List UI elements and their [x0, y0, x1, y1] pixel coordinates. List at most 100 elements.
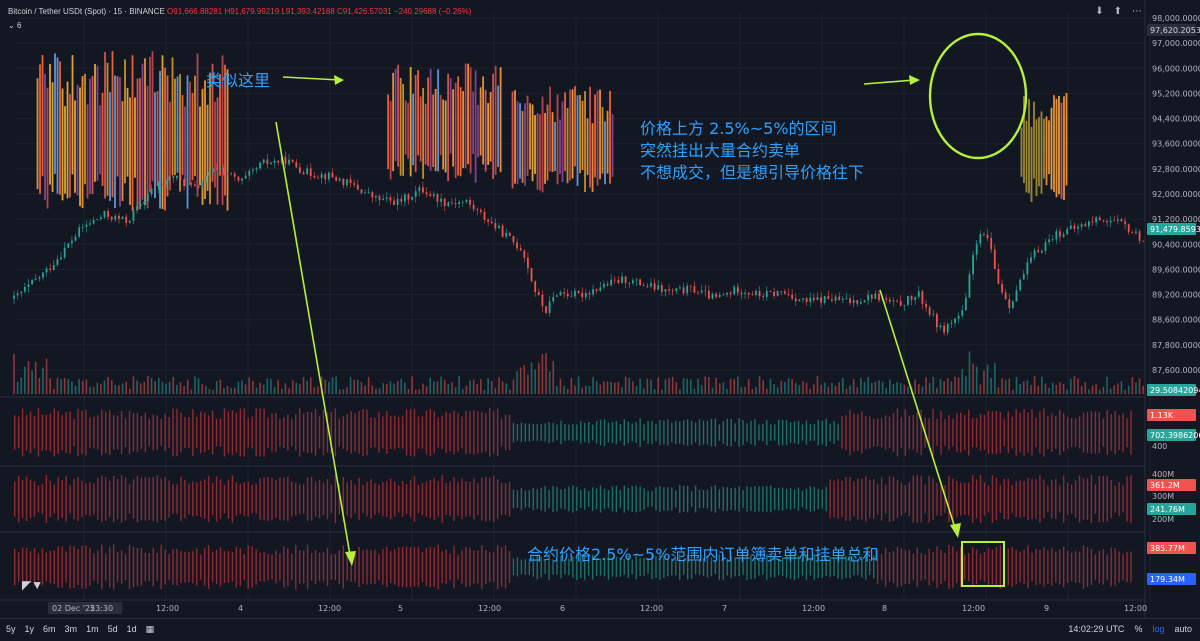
percent-toggle[interactable]: %	[1134, 624, 1143, 634]
pane-1-area-bar	[397, 416, 400, 449]
ask-wall-bar	[492, 73, 495, 180]
ask-wall-bar	[36, 78, 39, 190]
range-5d[interactable]: 5d	[107, 624, 118, 634]
pane-2-area-bar	[291, 481, 293, 517]
range-6m[interactable]: 6m	[43, 624, 56, 634]
range-1y[interactable]: 1y	[24, 624, 35, 634]
candle-body	[143, 201, 146, 205]
pane-3-area-bar	[785, 556, 788, 578]
pane-3-area-bar	[849, 555, 851, 579]
volume-bar	[1062, 384, 1065, 394]
pane-3-area-bar	[421, 551, 424, 583]
volume-bar	[845, 388, 848, 394]
pane-1-area-bar	[77, 408, 79, 457]
candle-body	[306, 168, 309, 175]
candle-body	[664, 289, 667, 292]
pane-3-area-bar	[718, 554, 721, 580]
candle-body	[907, 295, 909, 306]
pane-2-area-bar	[516, 490, 519, 508]
pane-2-area-bar	[33, 481, 36, 517]
pane-1-area-bar	[869, 416, 871, 449]
range-1d[interactable]: 1d	[126, 624, 137, 634]
candle-body	[237, 176, 240, 181]
pane-2-area-bar	[1003, 478, 1006, 520]
candle-body	[838, 296, 841, 300]
symbol-title[interactable]: Bitcoin / Tether USDt (Spot) · 15 · BINA…	[8, 7, 165, 16]
pane-2-area-bar	[425, 481, 428, 517]
pane-2-area-bar	[1055, 478, 1057, 520]
candle-body	[516, 242, 518, 249]
pane-3-area-bar	[33, 548, 36, 586]
calendar-icon[interactable]: ▦	[145, 624, 155, 634]
range-5y[interactable]: 5y	[6, 624, 16, 634]
candle-body	[230, 173, 233, 175]
pane-1-area-bar	[500, 418, 503, 447]
candle-body	[1127, 224, 1130, 233]
candle-body	[755, 291, 757, 295]
candle-body	[490, 221, 493, 224]
volume-bar	[349, 377, 352, 394]
more-icon[interactable]: ⋯	[1132, 6, 1142, 17]
pane-1-area-bar	[1003, 418, 1006, 447]
pane-2-area-bar	[508, 481, 511, 517]
candle-body	[541, 294, 544, 307]
arrow-wall-line	[863, 79, 916, 85]
volume-bar	[740, 387, 743, 394]
volume-bar	[1012, 389, 1014, 394]
pane-2-area-bar	[417, 484, 420, 514]
indicator-count[interactable]: ⌄ 6	[8, 21, 21, 30]
range-3m[interactable]: 3m	[64, 624, 78, 634]
pane-2-area-bar	[651, 491, 653, 507]
volume-bar	[16, 381, 19, 394]
candle-body	[660, 285, 663, 292]
pane-3-area-bar	[207, 545, 210, 589]
candle-body	[718, 294, 721, 297]
candle-body	[161, 183, 164, 185]
pane-3-area-bar	[465, 546, 467, 588]
candle-body	[610, 279, 613, 286]
clock-time[interactable]: 14:02:29 UTC	[1068, 624, 1125, 634]
volume-bar	[907, 386, 909, 394]
candle-body	[273, 160, 276, 163]
pane-2-area	[14, 474, 1132, 524]
ask-wall-bar	[226, 69, 229, 211]
pane-1-area-bar	[1051, 413, 1053, 452]
candle-body	[925, 303, 927, 308]
arrow-up-icon[interactable]: ⬆	[1113, 6, 1122, 17]
range-1m[interactable]: 1m	[86, 624, 99, 634]
candle-body	[295, 161, 298, 168]
pane-2-area-bar	[1015, 481, 1017, 517]
volume-bar	[472, 379, 475, 394]
pane-1-area-bar	[1035, 417, 1037, 448]
auto-toggle[interactable]: auto	[1174, 624, 1192, 634]
pane-1-area-bar	[940, 410, 942, 455]
volume-bar	[190, 389, 193, 394]
candle-body	[157, 183, 160, 190]
candle-body	[599, 287, 602, 291]
candle-body	[707, 290, 710, 299]
candle-body	[132, 210, 135, 221]
pane-2-area-bar	[112, 475, 115, 523]
candle-body	[194, 184, 196, 187]
pane-3-area-bar	[37, 553, 40, 581]
candle-body	[899, 300, 902, 306]
log-toggle[interactable]: log	[1152, 624, 1165, 634]
pane-1-area-bar	[441, 415, 443, 450]
ask-wall-bar	[101, 92, 104, 186]
pane-3-area-bar	[892, 550, 895, 584]
pane-3-area-bar	[801, 558, 804, 576]
pane-3-area-bar	[255, 549, 257, 585]
arrow-wall-head	[909, 75, 920, 85]
volume-bar	[31, 370, 33, 394]
last-price-tag-text: 91,479.85938	[1150, 225, 1200, 234]
arrow-down-icon[interactable]: ⬇	[1095, 6, 1104, 17]
volume-bar	[537, 362, 540, 394]
pane-3-area-bar	[124, 553, 127, 581]
pane-2-area-bar	[631, 486, 633, 512]
pane-1-area-bar	[89, 417, 91, 448]
candle-body	[342, 178, 345, 186]
pane-3-area-bar	[643, 557, 645, 577]
pane-2-area-bar	[1007, 478, 1009, 520]
pane-3-area-bar	[908, 549, 911, 585]
